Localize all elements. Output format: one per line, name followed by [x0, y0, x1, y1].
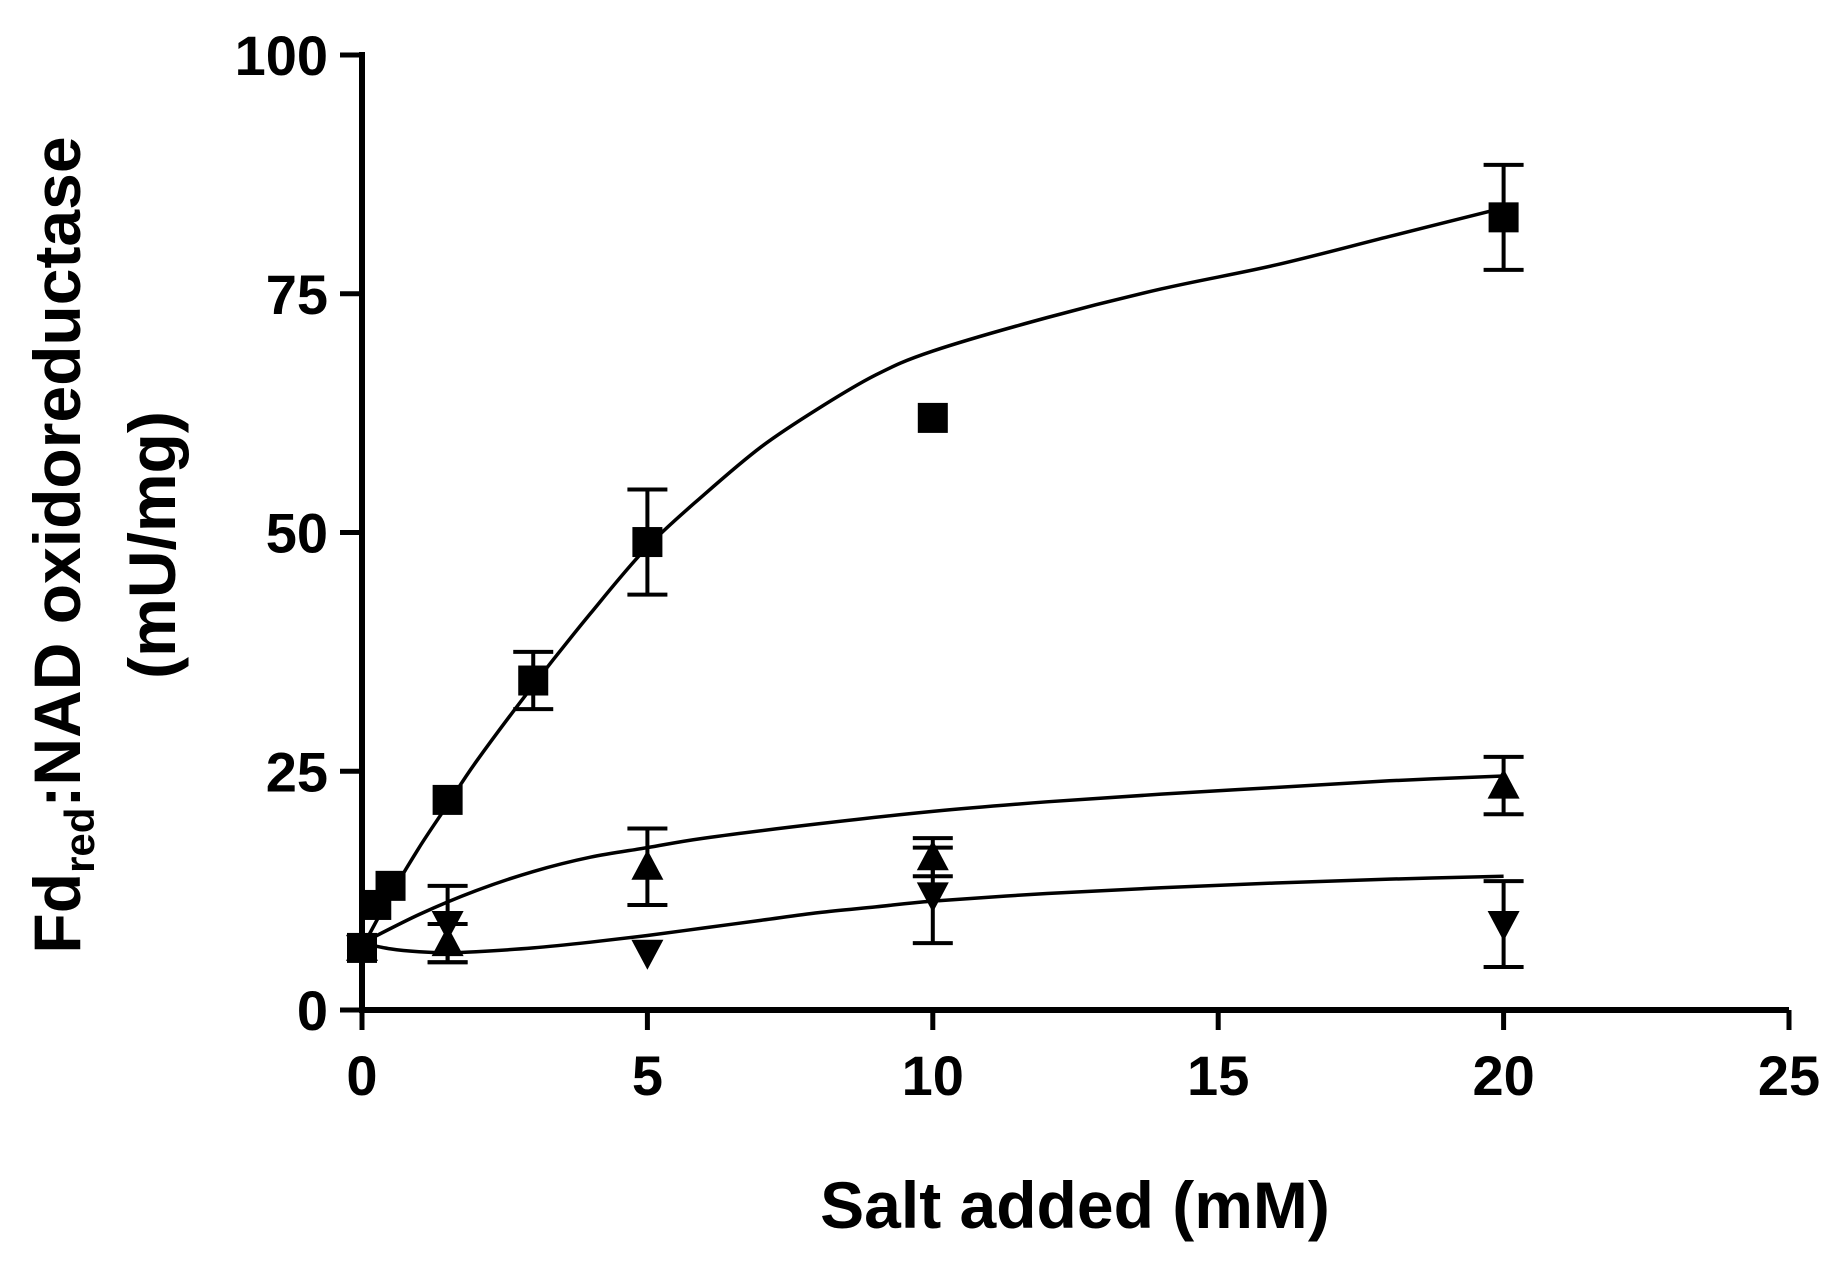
y-axis-title: Fdred:NAD oxidoreductase (mU/mg)	[20, 136, 189, 953]
ticks: 0 5 10 15 20 25 0 25 50 75 100	[235, 24, 1821, 1107]
y-axis-title-main: Fd	[20, 873, 94, 954]
y-axis-title-subscript: red	[56, 808, 103, 873]
data-point-triangle-down	[631, 939, 664, 970]
data-point-square	[917, 402, 948, 433]
svg-text:Fdred:NAD oxidoreductase: Fdred:NAD oxidoreductase	[20, 136, 103, 953]
data-point-triangle-up	[431, 926, 464, 957]
x-tick-label: 0	[346, 1044, 377, 1107]
error-bars	[427, 162, 1524, 970]
data-point-triangle-up	[1487, 768, 1520, 799]
x-tick-label: 25	[1758, 1044, 1820, 1107]
y-axis-title-line2: (mU/mg)	[115, 411, 189, 679]
data-point-triangle-up	[631, 849, 664, 880]
data-point-square	[432, 784, 463, 815]
y-tick-label: 100	[235, 24, 328, 87]
axes	[359, 52, 1789, 1013]
data-point-triangle-down	[916, 882, 949, 913]
y-tick-label: 0	[297, 979, 328, 1042]
data-markers	[346, 202, 1520, 970]
y-tick-label: 75	[266, 263, 328, 326]
fit-curve-triangle-up	[361, 774, 1504, 945]
x-tick-label: 5	[632, 1044, 663, 1107]
data-point-square	[518, 665, 549, 696]
x-tick-label: 10	[902, 1044, 964, 1107]
data-point-square	[375, 870, 406, 901]
data-point-square	[1488, 202, 1519, 233]
x-axis-title: Salt added (mM)	[820, 1168, 1330, 1242]
data-point-triangle-down	[346, 934, 378, 965]
data-point-square	[632, 527, 663, 558]
data-point-triangle-down	[1487, 911, 1520, 942]
data-point-triangle-down	[431, 911, 464, 942]
x-tick-label: 20	[1472, 1044, 1534, 1107]
data-point-triangle-up	[916, 840, 949, 871]
x-tick-label: 15	[1187, 1044, 1249, 1107]
y-tick-label: 25	[266, 740, 328, 803]
y-axis-title-rest: :NAD oxidoreductase	[20, 136, 94, 807]
y-tick-label: 50	[266, 502, 328, 565]
